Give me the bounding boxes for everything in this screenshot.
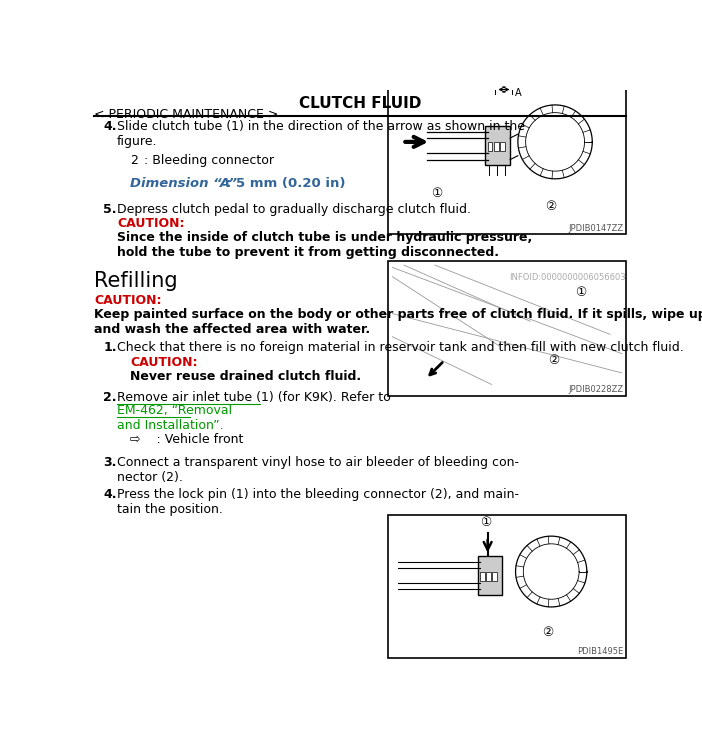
Text: Since the inside of clutch tube is under hydraulic pressure,
hold the tube to pr: Since the inside of clutch tube is under…: [117, 231, 532, 259]
Bar: [494, 142, 498, 151]
Text: CAUTION:: CAUTION:: [117, 217, 185, 231]
Text: A: A: [515, 88, 522, 98]
Bar: [388, 261, 625, 396]
Text: 3.: 3.: [103, 456, 117, 469]
Text: EM-462, “Removal
and Installation”.: EM-462, “Removal and Installation”.: [117, 404, 232, 432]
Bar: [486, 571, 491, 581]
Text: Dimension “A”: Dimension “A”: [131, 178, 237, 190]
Text: PDIB1495E: PDIB1495E: [577, 648, 623, 656]
Text: 1.: 1.: [103, 340, 117, 354]
Text: Keep painted surface on the body or other parts free of clutch fluid. If it spil: Keep painted surface on the body or othe…: [94, 308, 702, 336]
Text: : 5 mm (0.20 in): : 5 mm (0.20 in): [226, 178, 345, 190]
Text: Press the lock pin (1) into the bleeding connector (2), and main-
tain the posit: Press the lock pin (1) into the bleeding…: [117, 489, 519, 516]
Text: : Bleeding connector: : Bleeding connector: [143, 154, 274, 167]
Text: Depress clutch pedal to gradually discharge clutch fluid.: Depress clutch pedal to gradually discha…: [117, 204, 471, 216]
Text: ②: ②: [542, 626, 553, 639]
Text: 2.: 2.: [103, 392, 117, 404]
Text: Check that there is no foreign material in reservoir tank and then fill with new: Check that there is no foreign material …: [117, 340, 684, 354]
Text: CAUTION:: CAUTION:: [131, 356, 198, 369]
Text: 5.: 5.: [103, 204, 117, 216]
Bar: [388, 72, 625, 234]
Text: ①: ①: [479, 516, 491, 529]
Text: CLUTCH FLUID: CLUTCH FLUID: [298, 95, 421, 110]
Bar: [480, 571, 484, 581]
Bar: [388, 515, 625, 658]
Text: Refilling: Refilling: [94, 272, 178, 291]
Text: ⇨    : Vehicle front: ⇨ : Vehicle front: [131, 433, 244, 446]
Text: ①: ①: [575, 286, 586, 299]
Text: 2: 2: [131, 154, 138, 167]
Bar: [500, 142, 505, 151]
Text: JPDIB0147ZZ: JPDIB0147ZZ: [568, 224, 623, 233]
Text: Connect a transparent vinyl hose to air bleeder of bleeding con-
nector (2).: Connect a transparent vinyl hose to air …: [117, 456, 519, 484]
Bar: [485, 127, 510, 165]
Text: Slide clutch tube (1) in the direction of the arrow as shown in the
figure.: Slide clutch tube (1) in the direction o…: [117, 120, 525, 148]
Text: ①: ①: [431, 186, 442, 200]
Text: Never reuse drained clutch fluid.: Never reuse drained clutch fluid.: [131, 370, 362, 383]
Bar: [488, 142, 492, 151]
Text: ②: ②: [545, 200, 557, 213]
Text: < PERIODIC MAINTENANCE >: < PERIODIC MAINTENANCE >: [94, 108, 278, 121]
Text: INFOID:0000000006056603: INFOID:0000000006056603: [509, 273, 625, 282]
Text: ②: ②: [548, 354, 559, 366]
Bar: [492, 571, 497, 581]
Bar: [477, 556, 503, 595]
Text: Remove air inlet tube (1) (for K9K). Refer to: Remove air inlet tube (1) (for K9K). Ref…: [117, 392, 395, 404]
Text: JPDIB0228ZZ: JPDIB0228ZZ: [568, 386, 623, 395]
Text: CAUTION:: CAUTION:: [94, 295, 161, 307]
Text: 4.: 4.: [103, 120, 117, 134]
Text: 4.: 4.: [103, 489, 117, 501]
